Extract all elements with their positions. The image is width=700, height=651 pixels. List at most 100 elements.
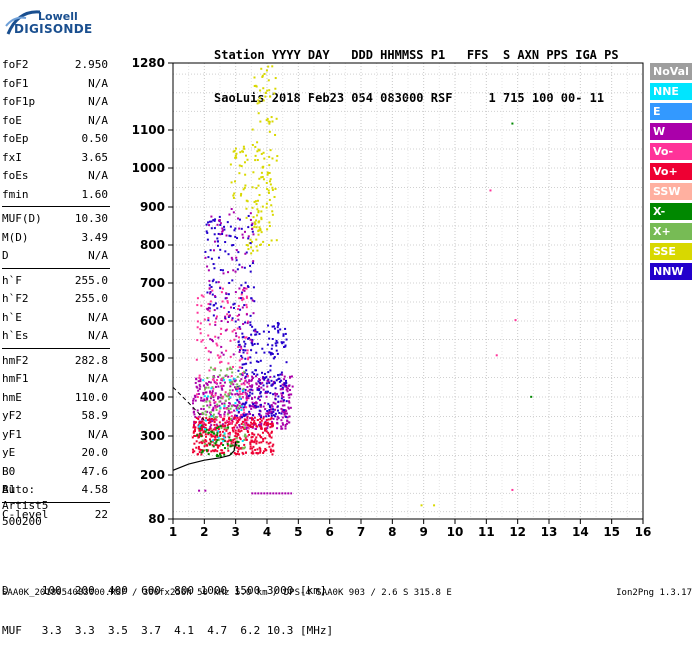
muf-table: D 100 200 400 600 800 1000 1500 3000 [km… xyxy=(2,558,333,651)
echo-point xyxy=(204,427,207,430)
param-name: foF1 xyxy=(2,76,29,90)
echo-point xyxy=(264,437,267,440)
echo-point xyxy=(239,415,242,418)
version-label: Ion2Png 1.3.17 xyxy=(616,588,692,598)
echo-point xyxy=(232,430,235,433)
echo-point xyxy=(243,340,246,343)
echo-point xyxy=(239,373,242,376)
echo-point xyxy=(212,435,215,438)
echo-point xyxy=(262,240,265,243)
echo-point xyxy=(196,297,199,300)
echo-point xyxy=(270,410,273,413)
echo-point xyxy=(260,210,263,213)
echo-point xyxy=(212,445,215,448)
echo-point xyxy=(268,408,271,411)
echo-point xyxy=(198,425,201,428)
echo-point xyxy=(214,335,217,338)
echo-point xyxy=(207,256,210,259)
echo-point xyxy=(240,406,243,409)
echo-point xyxy=(208,443,211,446)
echo-point xyxy=(212,263,215,266)
param-name: foEp xyxy=(2,132,29,145)
echo-point xyxy=(243,161,246,164)
echo-point xyxy=(200,294,203,297)
param-value: 58.9 xyxy=(81,409,109,422)
echo-point xyxy=(236,416,239,419)
echo-point xyxy=(208,279,211,282)
echo-point xyxy=(235,418,238,421)
echo-point xyxy=(234,156,237,159)
echo-point xyxy=(253,406,256,409)
echo-point xyxy=(218,215,221,218)
echo-point xyxy=(207,421,210,424)
echo-point xyxy=(224,421,227,424)
echo-point xyxy=(207,380,210,383)
echo-point xyxy=(257,112,260,115)
echo-point xyxy=(218,374,221,377)
echo-point xyxy=(285,388,288,391)
echo-point xyxy=(260,176,263,179)
param-row-yf2: yF2 58.9 xyxy=(2,407,168,425)
echo-point xyxy=(245,313,248,316)
echo-point xyxy=(204,489,207,492)
echo-point xyxy=(249,324,252,327)
echo-point xyxy=(217,395,220,398)
echo-point xyxy=(197,445,200,448)
param-value: N/A xyxy=(88,95,108,108)
param-value: 0.50 xyxy=(81,132,109,145)
param-name: foF2 xyxy=(2,58,29,71)
echo-point xyxy=(216,403,219,406)
echo-point xyxy=(227,362,230,365)
echo-point xyxy=(249,361,252,364)
echo-point xyxy=(235,435,238,438)
echo-point xyxy=(244,436,247,439)
echo-point xyxy=(253,76,256,79)
echo-point xyxy=(283,375,286,378)
echo-point xyxy=(237,429,240,432)
echo-point xyxy=(196,409,199,412)
echo-point xyxy=(253,396,256,399)
echo-point xyxy=(258,332,261,335)
echo-point xyxy=(209,411,212,414)
echo-point xyxy=(199,328,202,331)
echo-point xyxy=(261,175,264,178)
echo-point xyxy=(239,194,242,197)
echo-point xyxy=(262,151,265,154)
echo-point xyxy=(278,411,281,414)
echo-point xyxy=(237,420,240,423)
echo-point xyxy=(246,424,249,427)
echo-point xyxy=(264,390,267,393)
echo-point xyxy=(242,145,245,148)
echo-point xyxy=(495,354,498,357)
echo-point xyxy=(199,432,202,435)
echo-point xyxy=(200,440,203,443)
echo-point xyxy=(241,233,244,236)
echo-point xyxy=(209,351,212,354)
echo-point xyxy=(198,451,201,454)
echo-point xyxy=(204,386,207,389)
echo-point xyxy=(241,363,244,366)
echo-point xyxy=(288,401,291,404)
echo-point xyxy=(236,426,239,429)
echo-point xyxy=(226,300,229,303)
echo-point xyxy=(227,435,230,438)
echo-point xyxy=(257,385,260,388)
echo-point xyxy=(199,380,202,383)
echo-point xyxy=(212,406,215,409)
echo-point xyxy=(223,405,226,408)
echo-point xyxy=(219,396,222,399)
echo-point xyxy=(255,219,258,222)
echo-point xyxy=(199,427,202,430)
echo-point xyxy=(291,385,294,388)
echo-point xyxy=(277,324,280,327)
echo-point xyxy=(266,379,269,382)
echo-point xyxy=(206,265,209,268)
echo-point xyxy=(220,360,223,363)
param-separator xyxy=(2,501,110,503)
echo-point xyxy=(267,423,270,426)
echo-point xyxy=(285,422,288,425)
echo-point xyxy=(266,427,269,430)
echo-point xyxy=(252,249,255,252)
echo-point xyxy=(227,253,230,256)
x-tick-label: 13 xyxy=(541,525,558,539)
